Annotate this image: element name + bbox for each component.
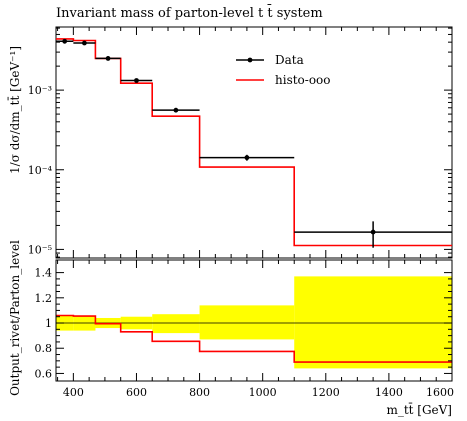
ratio-tick-label: 0.8 <box>35 342 53 355</box>
legend-data-point <box>247 57 253 63</box>
chart-title: Invariant mass of parton-level t t̄ syst… <box>56 4 323 21</box>
x-axis-title: m_tt̄ [GeV] <box>386 401 452 417</box>
ratio-line <box>56 314 452 363</box>
ratio-tick-label: 0.6 <box>35 367 53 380</box>
y-axis-title: 1/σ dσ/dm_tt̄ [GeV⁻¹] <box>6 46 22 174</box>
x-tick-label: 1200 <box>312 386 340 399</box>
legend-histo-label: histo-ooo <box>275 73 331 87</box>
y-tick-label: 10⁻³ <box>28 84 52 97</box>
x-tick-label: 1000 <box>249 386 277 399</box>
data-point <box>81 40 87 46</box>
data-point <box>244 155 250 161</box>
histo-ooo-line <box>56 38 452 247</box>
ratio-plot-frame <box>55 259 453 382</box>
ratio-panel: 0.6 0.8 1 1.2 1.4 400 600 800 1000 1200 1400 1600 <box>35 259 454 399</box>
data-point <box>370 229 376 235</box>
data-point <box>105 56 111 61</box>
ratio-band <box>152 314 200 334</box>
legend-data-label: Data <box>275 53 304 67</box>
x-tick-label: 400 <box>63 386 84 399</box>
data-point <box>173 107 179 113</box>
ratio-tick-label: 1 <box>45 317 52 330</box>
y-tick-label: 10⁻⁴ <box>28 164 53 177</box>
x-tick-label: 600 <box>126 386 147 399</box>
x-tick-label: 800 <box>189 386 210 399</box>
data-point <box>62 38 68 44</box>
main-panel: 10⁻⁵ 10⁻⁴ 10⁻³ <box>28 26 453 259</box>
x-tick-label: 1600 <box>426 386 454 399</box>
ratio-band <box>199 305 295 340</box>
ratio-axis-title: Output_rivet/Parton_level <box>8 240 22 396</box>
x-tick-label: 1400 <box>375 386 403 399</box>
ratio-band <box>294 276 452 369</box>
ratio-tick-label: 1.2 <box>35 292 53 305</box>
y-tick-label: 10⁻⁵ <box>28 243 52 256</box>
main-plot-frame <box>55 26 453 259</box>
legend: Data histo-ooo <box>236 53 331 87</box>
ratio-tick-label: 1.4 <box>35 267 53 280</box>
data-point <box>134 78 139 83</box>
